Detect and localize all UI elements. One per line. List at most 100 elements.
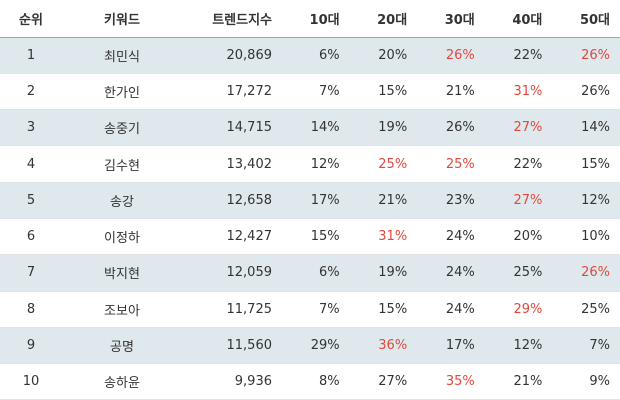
table-header: 순위 키워드 트렌드지수 10대 20대 30대 40대 50대 xyxy=(0,0,620,38)
rank-cell: 9 xyxy=(26,338,36,354)
age-30s-cell: 24% xyxy=(445,265,475,281)
age-40s-cell: 12% xyxy=(513,338,543,354)
trend-index-cell: 14,715 xyxy=(226,120,273,136)
age-40s-cell: 21% xyxy=(513,374,543,390)
table-body: 1 최민식 20,869 6% 20% 26% 22% 26% 2 한가인 17,272 7% 15% 2… xyxy=(0,37,620,400)
keyword-cell: 송강 xyxy=(110,194,134,210)
header-age-10s: 10대 xyxy=(282,0,350,38)
age-10s-cell: 7% xyxy=(318,301,340,317)
age-50s-cell: 12% xyxy=(581,192,610,208)
table-row: 10 송하윤 9,936 8% 27% 35% 21% 9% xyxy=(0,364,620,400)
header-rank: 순위 xyxy=(0,0,62,38)
age-10s-cell: 7% xyxy=(318,83,340,99)
age-30s-cell: 24% xyxy=(445,301,475,317)
age-40s-cell: 29% xyxy=(513,301,543,317)
age-20s-cell: 27% xyxy=(378,374,408,390)
age-30s-cell: 35% xyxy=(445,374,475,390)
age-40s-cell: 31% xyxy=(513,83,543,99)
age-20s-cell: 36% xyxy=(378,338,408,354)
table-row: 3 송중기 14,715 14% 19% 26% 27% 14% xyxy=(0,109,620,146)
trend-index-cell: 11,725 xyxy=(226,301,273,317)
rank-cell: 1 xyxy=(26,47,36,63)
rank-cell: 10 xyxy=(22,374,40,390)
header-row: 순위 키워드 트렌드지수 10대 20대 30대 40대 50대 xyxy=(0,0,620,38)
trend-index-cell: 13,402 xyxy=(226,156,273,172)
age-50s-cell: 26% xyxy=(581,47,610,63)
age-20s-cell: 19% xyxy=(378,265,408,281)
table-row: 7 박지현 12,059 6% 19% 24% 25% 26% xyxy=(0,254,620,292)
keyword-cell: 박지현 xyxy=(104,267,140,283)
age-30s-cell: 23% xyxy=(445,192,475,208)
age-10s-cell: 14% xyxy=(310,120,340,136)
age-50s-cell: 7% xyxy=(589,338,610,354)
age-20s-cell: 21% xyxy=(378,192,408,208)
age-30s-cell: 25% xyxy=(445,156,475,172)
header-age-20s: 20대 xyxy=(349,0,418,38)
header-age-40s: 40대 xyxy=(484,0,553,38)
trend-index-cell: 9,936 xyxy=(234,374,272,390)
table-row: 9 공명 11,560 29% 36% 17% 12% 7% xyxy=(0,327,620,364)
age-20s-cell: 15% xyxy=(378,83,408,99)
table-row: 8 조보아 11,725 7% 15% 24% 29% 25% xyxy=(0,291,620,328)
age-10s-cell: 6% xyxy=(318,265,340,281)
age-10s-cell: 17% xyxy=(310,192,340,208)
age-20s-cell: 15% xyxy=(378,301,408,317)
rank-cell: 5 xyxy=(26,192,36,208)
trend-index-cell: 17,272 xyxy=(226,83,273,99)
header-keyword: 키워드 xyxy=(62,0,182,38)
age-50s-cell: 9% xyxy=(589,374,610,390)
age-30s-cell: 21% xyxy=(445,83,475,99)
age-40s-cell: 27% xyxy=(513,120,543,136)
trend-index-cell: 12,059 xyxy=(226,265,273,281)
rank-cell: 4 xyxy=(26,156,36,172)
age-10s-cell: 8% xyxy=(318,374,340,390)
age-10s-cell: 29% xyxy=(310,338,340,354)
table-row: 6 이정하 12,427 15% 31% 24% 20% 10% xyxy=(0,218,620,255)
age-40s-cell: 22% xyxy=(513,156,543,172)
keyword-cell: 송하윤 xyxy=(104,376,140,392)
age-20s-cell: 20% xyxy=(378,47,408,63)
table-row: 4 김수현 13,402 12% 25% 25% 22% 15% xyxy=(0,146,620,183)
age-50s-cell: 26% xyxy=(581,83,610,99)
age-20s-cell: 19% xyxy=(378,120,408,136)
keyword-cell: 최민식 xyxy=(104,49,140,65)
age-50s-cell: 10% xyxy=(581,229,610,245)
keyword-cell: 김수현 xyxy=(104,158,140,174)
keyword-cell: 한가인 xyxy=(104,85,140,101)
keyword-cell: 송중기 xyxy=(104,122,140,138)
age-10s-cell: 15% xyxy=(310,229,340,245)
header-trend-index: 트렌드지수 xyxy=(182,0,282,38)
header-age-50s: 50대 xyxy=(552,0,620,38)
trend-index-cell: 12,427 xyxy=(226,229,273,245)
trend-index-cell: 20,869 xyxy=(226,47,273,63)
rank-cell: 8 xyxy=(26,301,36,317)
age-40s-cell: 20% xyxy=(513,229,543,245)
keyword-cell: 조보아 xyxy=(104,303,140,319)
age-50s-cell: 14% xyxy=(581,120,610,136)
age-40s-cell: 25% xyxy=(513,265,543,281)
age-30s-cell: 26% xyxy=(445,47,475,63)
header-age-30s: 30대 xyxy=(417,0,485,38)
keyword-cell: 공명 xyxy=(110,340,134,356)
age-20s-cell: 25% xyxy=(378,156,408,172)
age-50s-cell: 26% xyxy=(581,265,610,281)
table-row: 2 한가인 17,272 7% 15% 21% 31% 26% xyxy=(0,73,620,110)
table-row: 5 송강 12,658 17% 21% 23% 27% 12% xyxy=(0,182,620,219)
age-30s-cell: 26% xyxy=(445,120,475,136)
age-10s-cell: 6% xyxy=(318,47,340,63)
trend-index-cell: 12,658 xyxy=(226,192,273,208)
age-40s-cell: 22% xyxy=(513,47,543,63)
age-50s-cell: 15% xyxy=(581,156,610,172)
trend-index-cell: 11,560 xyxy=(226,338,273,354)
rank-cell: 7 xyxy=(26,265,36,281)
keyword-cell: 이정하 xyxy=(104,231,140,247)
rank-cell: 3 xyxy=(26,120,36,136)
age-30s-cell: 17% xyxy=(445,338,475,354)
age-40s-cell: 27% xyxy=(513,192,543,208)
age-20s-cell: 31% xyxy=(378,229,408,245)
age-10s-cell: 12% xyxy=(310,156,340,172)
table-row: 1 최민식 20,869 6% 20% 26% 22% 26% xyxy=(0,37,620,74)
age-50s-cell: 25% xyxy=(581,301,610,317)
rank-cell: 2 xyxy=(26,83,36,99)
